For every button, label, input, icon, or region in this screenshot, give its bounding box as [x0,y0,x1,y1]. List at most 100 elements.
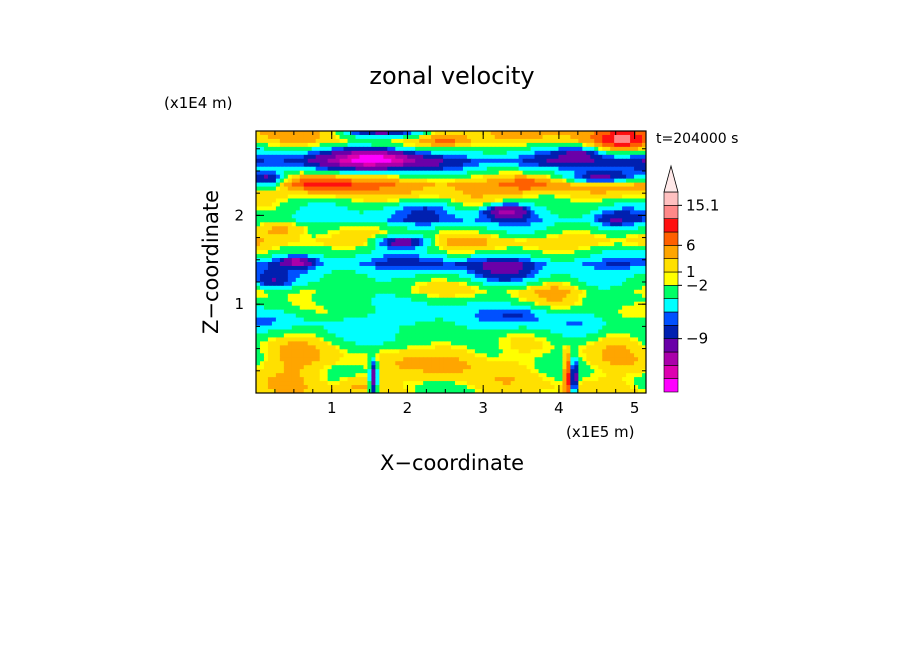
field-cell [458,206,464,211]
field-cell [315,301,321,307]
field-cell [423,313,428,319]
field-cell [267,289,273,295]
field-cell [510,202,516,208]
field-cell [387,289,392,295]
field-cell [494,305,500,311]
field-cell [275,230,281,235]
field-cell [443,230,448,235]
field-cell [363,301,369,307]
field-cell [570,293,575,299]
field-cell [598,158,603,164]
field-cell [538,262,544,267]
field-cell [271,142,277,148]
field-cell [598,242,603,247]
field-cell [403,222,408,227]
field-cell [570,305,575,311]
field-cell [295,285,301,291]
field-cell [510,206,516,211]
field-cell [558,182,564,188]
field-cell [482,146,488,152]
field-cell [622,250,627,255]
field-cell [291,317,297,323]
field-cell [415,131,420,136]
field-cell [634,214,639,219]
field-cell [470,254,476,259]
field-cell [562,309,568,315]
field-cell [550,206,556,211]
field-cell [359,214,365,219]
field-cell [447,289,452,295]
field-cell [315,281,321,287]
field-cell [586,218,591,223]
field-cell [311,142,317,148]
field-cell [614,162,619,168]
field-cell [391,166,396,172]
field-cell [291,138,297,144]
field-cell [466,246,472,251]
field-cell [618,182,623,188]
field-cell [315,250,321,255]
field-cell [606,218,611,223]
field-cell [462,170,468,176]
field-cell [423,325,428,331]
field-cell [351,305,357,311]
field-cell [379,190,384,196]
field-cell [395,222,400,227]
field-cell [423,273,428,279]
field-cell [466,321,472,327]
field-cell [590,234,595,239]
field-cell [323,269,329,275]
field-cell [351,262,357,267]
field-cell [542,230,548,235]
field-cell [506,174,512,180]
field-cell [518,194,524,200]
field-cell [303,238,309,243]
field-cell [538,182,544,188]
field-cell [287,150,293,156]
field-cell [423,242,428,247]
field-cell [558,218,564,223]
field-cell [546,250,552,255]
field-cell [359,206,365,211]
field-cell [570,162,575,168]
field-cell [407,234,412,239]
field-cell [594,226,599,231]
field-cell [534,142,540,148]
field-cell [518,158,524,164]
field-cell [299,273,305,279]
field-cell [534,182,540,188]
field-cell [327,289,333,295]
field-cell [594,265,599,271]
field-cell [550,170,556,176]
field-cell [538,250,544,255]
field-cell [642,269,646,275]
field-cell [259,138,265,144]
field-cell [256,230,261,235]
field-cell [256,325,261,331]
field-cell [307,317,313,323]
field-cell [391,230,396,235]
field-cell [514,134,520,140]
field-cell [534,321,540,327]
field-cell [323,262,329,267]
field-cell [582,254,587,259]
field-cell [590,329,595,335]
field-cell [586,238,591,243]
field-cell [630,265,635,271]
field-cell [343,293,349,299]
field-cell [458,269,464,275]
field-cell [267,301,273,307]
field-cell [486,230,492,235]
field-cell [602,154,607,160]
field-cell [594,238,599,243]
field-cell [327,222,333,227]
field-cell [367,186,373,192]
field-cell [323,138,329,144]
field-cell [530,198,536,204]
field-cell [335,158,341,164]
field-cell [482,182,488,188]
field-cell [638,281,643,287]
field-cell [275,214,281,219]
field-cell [451,305,456,311]
field-cell [327,238,333,243]
